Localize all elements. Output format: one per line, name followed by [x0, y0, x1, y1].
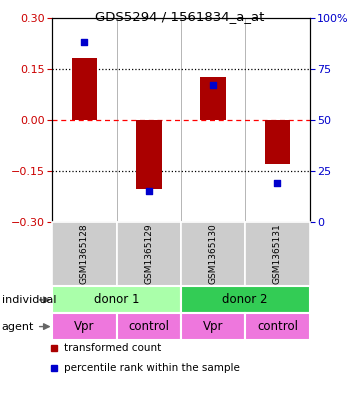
Text: transformed count: transformed count	[64, 343, 161, 353]
Point	[210, 82, 216, 88]
Bar	[72, 59, 97, 119]
Bar	[265, 119, 290, 164]
Bar	[181, 313, 245, 340]
Text: control: control	[128, 320, 169, 333]
Bar	[245, 313, 310, 340]
Bar	[117, 313, 181, 340]
Point	[146, 188, 152, 194]
Point	[81, 39, 87, 45]
Text: GDS5294 / 1561834_a_at: GDS5294 / 1561834_a_at	[95, 10, 265, 23]
Text: GSM1365128: GSM1365128	[80, 224, 89, 285]
Point	[275, 180, 280, 186]
Text: GSM1365131: GSM1365131	[273, 224, 282, 285]
Bar	[52, 286, 181, 313]
Text: GSM1365130: GSM1365130	[208, 224, 217, 285]
Bar	[181, 286, 310, 313]
Bar	[245, 222, 310, 286]
Bar	[181, 222, 245, 286]
Text: control: control	[257, 320, 298, 333]
Text: GSM1365129: GSM1365129	[144, 224, 153, 285]
Bar	[117, 222, 181, 286]
Bar	[52, 222, 117, 286]
Text: Vpr: Vpr	[74, 320, 95, 333]
Text: donor 2: donor 2	[222, 293, 268, 307]
Bar	[52, 313, 117, 340]
Bar	[136, 119, 162, 189]
Text: percentile rank within the sample: percentile rank within the sample	[64, 363, 240, 373]
Text: Vpr: Vpr	[203, 320, 223, 333]
Text: donor 1: donor 1	[94, 293, 139, 307]
Bar	[200, 77, 226, 119]
Text: individual: individual	[2, 295, 56, 305]
Text: agent: agent	[2, 321, 34, 332]
